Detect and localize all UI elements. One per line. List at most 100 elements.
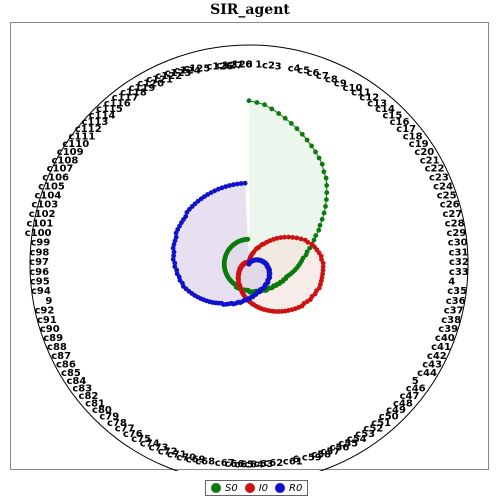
category-label: c16 — [390, 117, 410, 128]
data-point-i0-17 — [274, 235, 280, 241]
category-label: 0 — [246, 60, 253, 71]
category-label: c27 — [443, 209, 463, 220]
legend-label-r0: R0 — [289, 482, 303, 494]
category-label: c123 — [165, 68, 192, 79]
category-label: c113 — [82, 117, 109, 128]
category-label: c2 — [262, 60, 275, 71]
data-point-r0-94 — [174, 271, 180, 277]
category-label: c104 — [34, 190, 61, 201]
category-label: 1 — [255, 60, 262, 71]
category-label: c38 — [441, 315, 461, 326]
data-point-r0-97 — [172, 260, 178, 266]
data-point-s0-16 — [324, 183, 330, 188]
category-label: c86 — [56, 360, 76, 371]
category-label: 4 — [448, 277, 455, 288]
data-point-r0-100 — [171, 249, 177, 255]
category-label: c33 — [449, 267, 469, 278]
data-point-r0-126 — [234, 181, 240, 187]
category-label: c50 — [379, 412, 399, 423]
category-label: c43 — [422, 360, 442, 371]
data-point-s0-3 — [269, 106, 275, 112]
data-point-s0-14 — [321, 169, 327, 175]
data-point-r0-128 — [242, 180, 248, 186]
data-point-s0-128 — [245, 236, 251, 242]
category-label: c71 — [167, 450, 187, 461]
category-label: c125 — [183, 63, 210, 74]
category-label: c26 — [440, 200, 460, 211]
category-label: c57 — [320, 446, 340, 457]
data-point-i0-16 — [271, 237, 276, 242]
category-label: c106 — [42, 172, 69, 183]
category-label: c36 — [446, 296, 466, 307]
category-label: c53 — [355, 429, 375, 440]
data-point-i0-18 — [278, 235, 284, 241]
category-label: c73 — [149, 443, 169, 454]
data-point-r0-99 — [171, 253, 177, 259]
category-label: c109 — [57, 147, 84, 158]
data-point-s0-23 — [316, 227, 322, 233]
category-label: c54 — [347, 434, 367, 445]
data-point-i0-22 — [294, 235, 300, 241]
category-label: c107 — [47, 164, 74, 175]
category-label: c91 — [37, 315, 57, 326]
category-label: c108 — [51, 155, 78, 166]
data-point-s0-8 — [299, 131, 305, 137]
data-point-r0-127 — [238, 181, 244, 186]
category-label: c41 — [431, 342, 451, 353]
category-label: c14 — [375, 104, 395, 115]
data-point-i0-33 — [320, 264, 326, 270]
category-label: c40 — [435, 333, 455, 344]
category-label: c23 — [429, 172, 449, 183]
legend-label-i0: I0 — [258, 482, 269, 494]
category-label: c117 — [112, 93, 139, 104]
data-point-r0-124 — [227, 183, 232, 188]
data-point-s0-9 — [304, 137, 310, 143]
category-label: c19 — [409, 139, 429, 150]
data-point-i0-35 — [320, 271, 325, 277]
data-point-s0-6 — [288, 121, 294, 126]
series-fills — [173, 100, 327, 312]
data-point-r0-96 — [172, 264, 178, 270]
data-point-r0-101 — [170, 245, 176, 251]
category-label: c31 — [449, 247, 469, 258]
category-label: c49 — [386, 405, 406, 416]
category-label: c39 — [438, 324, 458, 335]
category-label: c98 — [30, 247, 50, 258]
data-point-s0-27 — [307, 245, 313, 251]
category-label: c32 — [449, 257, 469, 268]
category-label: c30 — [448, 238, 468, 249]
category-label: c66 — [224, 459, 244, 470]
data-point-r0-121 — [215, 186, 221, 192]
category-label: c95 — [30, 277, 50, 288]
data-point-s0-25 — [311, 237, 317, 243]
data-point-i0-20 — [286, 234, 291, 240]
category-label: c35 — [447, 286, 467, 297]
category-label: c118 — [120, 88, 147, 99]
category-label: c28 — [445, 218, 465, 229]
category-label: c55 — [338, 439, 358, 450]
category-label: c69 — [186, 455, 206, 466]
data-point-r0-123 — [223, 184, 229, 190]
category-label: c75 — [131, 434, 151, 445]
category-label: c18 — [403, 132, 423, 143]
category-label: c97 — [29, 257, 49, 268]
category-label: c59 — [302, 452, 322, 463]
radial-chart: 0 1 c2 3 c4c5c6c7c8c9c10c11c12c13c14c15c16c1… — [25, 44, 469, 471]
category-label: c119 — [129, 83, 156, 94]
category-label: c8 — [325, 75, 338, 86]
category-label: c46 — [406, 384, 426, 395]
category-label: c83 — [72, 384, 92, 395]
category-label: c85 — [61, 368, 81, 379]
data-point-r0-104 — [173, 234, 179, 240]
data-point-s0-29 — [303, 252, 309, 258]
legend: S0 I0 R0 — [205, 480, 309, 496]
category-label: c110 — [62, 139, 89, 150]
category-label: c84 — [66, 376, 86, 387]
data-point-s0-20 — [321, 210, 327, 216]
data-point-s0-10 — [309, 143, 314, 149]
data-point-i0-23 — [298, 236, 304, 242]
category-label: c12 — [359, 93, 379, 104]
category-label: c76 — [123, 429, 143, 440]
category-label: c25 — [437, 190, 457, 201]
series-area-r0 — [173, 183, 270, 305]
